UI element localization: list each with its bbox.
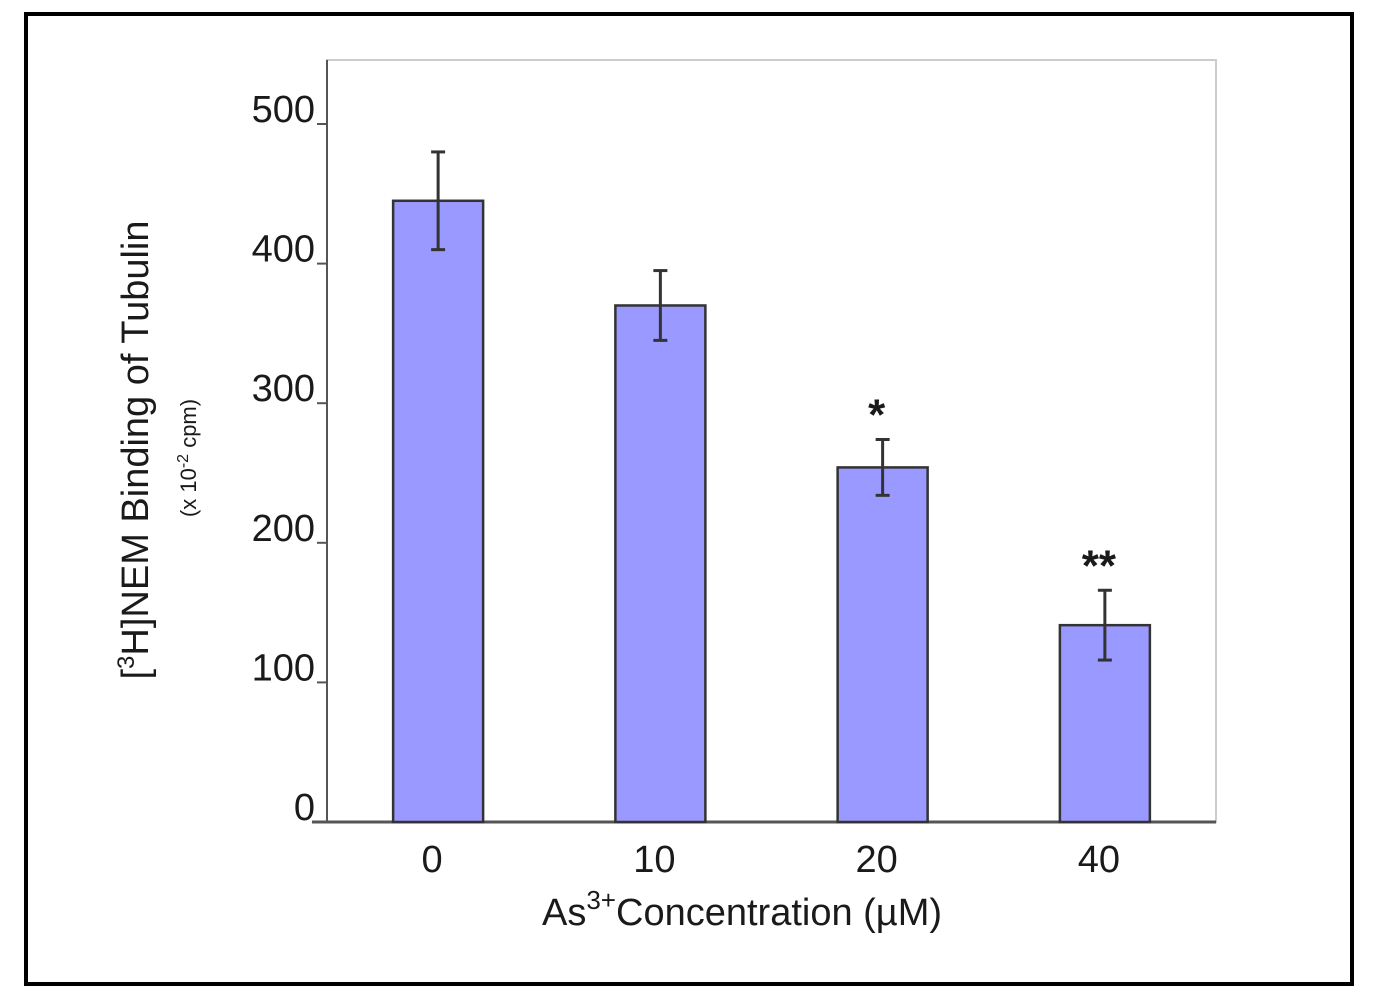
x-tick-label: 0: [422, 839, 443, 881]
significance-mark: **: [1082, 541, 1117, 590]
x-tick-label: 10: [633, 839, 675, 881]
y-tick-label: 200: [252, 508, 315, 550]
y-axis: 0 100 200 300 400 500: [252, 60, 328, 829]
x-tick-label: 40: [1078, 839, 1120, 881]
bars-group: [391, 199, 1152, 824]
figure-frame: [24, 12, 1354, 986]
x-tick-label: 20: [855, 839, 897, 881]
x-axis: 0 10 20 40: [312, 820, 1216, 881]
significance-mark: *: [868, 390, 886, 439]
y-axis-units: (x 10-2 cpm): [175, 399, 201, 517]
bar-10: [614, 304, 707, 824]
y-tick-label: 500: [252, 89, 315, 131]
y-tick-label: 400: [252, 229, 315, 271]
bar-20: [836, 466, 929, 824]
error-bars-group: [431, 150, 1112, 662]
bar-0: [391, 199, 485, 824]
y-tick-label: 300: [252, 368, 315, 410]
y-axis-title: [3H]NEM Binding of Tubulin: [113, 220, 157, 679]
y-tick-label: 0: [294, 787, 315, 829]
significance-marks-group: ***: [868, 390, 1117, 590]
x-axis-title: As3+Concentration (µM): [542, 885, 942, 934]
y-tick-label: 100: [252, 647, 315, 689]
